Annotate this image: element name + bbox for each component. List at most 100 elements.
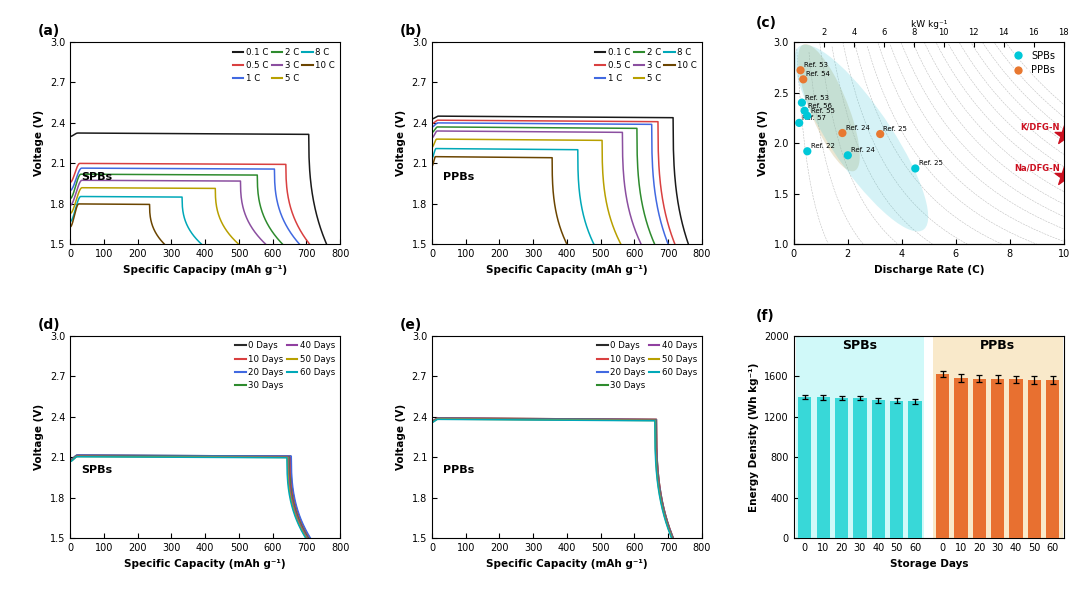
10 C xyxy=(561,241,573,248)
Bar xyxy=(973,379,986,538)
10 C xyxy=(158,241,171,248)
Text: SPBs: SPBs xyxy=(81,172,112,182)
2 C xyxy=(77,170,90,178)
0.5 C xyxy=(426,120,438,127)
Bar xyxy=(955,378,968,538)
0.1 C xyxy=(683,241,696,248)
10 C xyxy=(69,206,82,213)
Line: 5 C: 5 C xyxy=(432,139,621,245)
Line: 0.1 C: 0.1 C xyxy=(70,133,326,245)
1 C xyxy=(630,121,643,128)
0.1 C xyxy=(285,131,298,138)
3 C xyxy=(76,177,89,184)
Y-axis label: Voltage (V): Voltage (V) xyxy=(35,110,44,176)
1 C xyxy=(238,165,251,172)
Line: 8 C: 8 C xyxy=(432,148,594,245)
Ellipse shape xyxy=(795,45,928,231)
0.5 C xyxy=(217,160,230,167)
Line: 0.5 C: 0.5 C xyxy=(70,163,310,245)
0.1 C xyxy=(320,241,333,248)
10 C xyxy=(542,154,555,161)
0.1 C xyxy=(219,130,232,138)
0.1 C xyxy=(258,130,271,138)
Text: Na/DFG-N: Na/DFG-N xyxy=(1014,163,1059,172)
Point xyxy=(798,147,815,156)
5 C xyxy=(437,136,450,143)
Bar xyxy=(835,398,848,538)
10 C xyxy=(512,154,525,161)
5 C xyxy=(430,136,443,143)
3 C xyxy=(606,129,619,136)
Text: PPBs: PPBs xyxy=(443,172,474,182)
3 C xyxy=(431,127,444,135)
1 C xyxy=(441,120,454,127)
X-axis label: Storage Days: Storage Days xyxy=(890,559,968,569)
10 C xyxy=(429,153,442,160)
0.5 C xyxy=(573,118,586,125)
1 C xyxy=(577,120,590,127)
Text: PPBs: PPBs xyxy=(443,465,474,475)
Bar xyxy=(872,401,885,538)
8 C xyxy=(64,218,77,225)
Text: SPBs: SPBs xyxy=(842,339,877,352)
0.1 C xyxy=(71,129,84,136)
1 C xyxy=(64,187,77,194)
3 C xyxy=(259,241,272,248)
1 C xyxy=(211,165,224,172)
Legend: 0.1 C, 0.5 C, 1 C, 2 C, 3 C, 5 C, 8 C, 10 C: 0.1 C, 0.5 C, 1 C, 2 C, 3 C, 5 C, 8 C, 1… xyxy=(592,44,701,87)
Text: Ref. 54: Ref. 54 xyxy=(807,71,831,77)
Point xyxy=(1055,130,1072,140)
X-axis label: kW kg⁻¹: kW kg⁻¹ xyxy=(910,20,947,29)
8 C xyxy=(195,241,208,248)
3 C xyxy=(559,129,572,136)
8 C xyxy=(549,146,562,153)
1 C xyxy=(293,241,307,248)
Line: 1 C: 1 C xyxy=(432,123,669,245)
Text: (a): (a) xyxy=(38,24,60,38)
10 C xyxy=(508,154,521,161)
Text: PPBs: PPBs xyxy=(981,339,1015,352)
2 C xyxy=(555,124,568,132)
1 C xyxy=(662,241,675,248)
Y-axis label: Voltage (V): Voltage (V) xyxy=(35,404,44,470)
0.5 C xyxy=(270,161,283,168)
5 C xyxy=(76,184,89,191)
Text: Ref. 25: Ref. 25 xyxy=(883,126,907,132)
8 C xyxy=(144,193,157,200)
8 C xyxy=(148,193,161,200)
Line: 10 C: 10 C xyxy=(70,204,164,245)
Bar xyxy=(1047,380,1059,538)
2 C xyxy=(618,124,631,132)
1 C xyxy=(426,123,438,130)
Bar xyxy=(890,401,903,538)
1 C xyxy=(198,165,211,172)
2 C xyxy=(75,170,87,178)
Bar xyxy=(936,374,949,538)
0.1 C xyxy=(80,130,93,137)
0.1 C xyxy=(426,115,438,123)
5 C xyxy=(232,241,245,248)
Bar xyxy=(798,398,811,538)
0.5 C xyxy=(567,118,580,125)
X-axis label: Specific Capacity (mAh g⁻¹): Specific Capacity (mAh g⁻¹) xyxy=(124,559,286,569)
0.5 C xyxy=(203,160,216,167)
8 C xyxy=(71,196,84,203)
5 C xyxy=(546,136,559,144)
0.5 C xyxy=(669,241,681,248)
Line: 2 C: 2 C xyxy=(432,127,654,245)
0.5 C xyxy=(610,118,623,125)
8 C xyxy=(75,193,87,200)
10 C xyxy=(504,154,517,161)
0.5 C xyxy=(79,160,92,167)
Line: 0.1 C: 0.1 C xyxy=(432,116,689,245)
5 C xyxy=(210,197,222,204)
2 C xyxy=(64,195,77,202)
3 C xyxy=(64,202,77,209)
0.5 C xyxy=(210,160,222,167)
X-axis label: Discharge Rate (C): Discharge Rate (C) xyxy=(874,265,984,275)
Y-axis label: Voltage (V): Voltage (V) xyxy=(758,110,768,176)
3 C xyxy=(584,129,597,136)
3 C xyxy=(76,176,89,184)
Point xyxy=(792,65,809,75)
8 C xyxy=(565,146,578,153)
